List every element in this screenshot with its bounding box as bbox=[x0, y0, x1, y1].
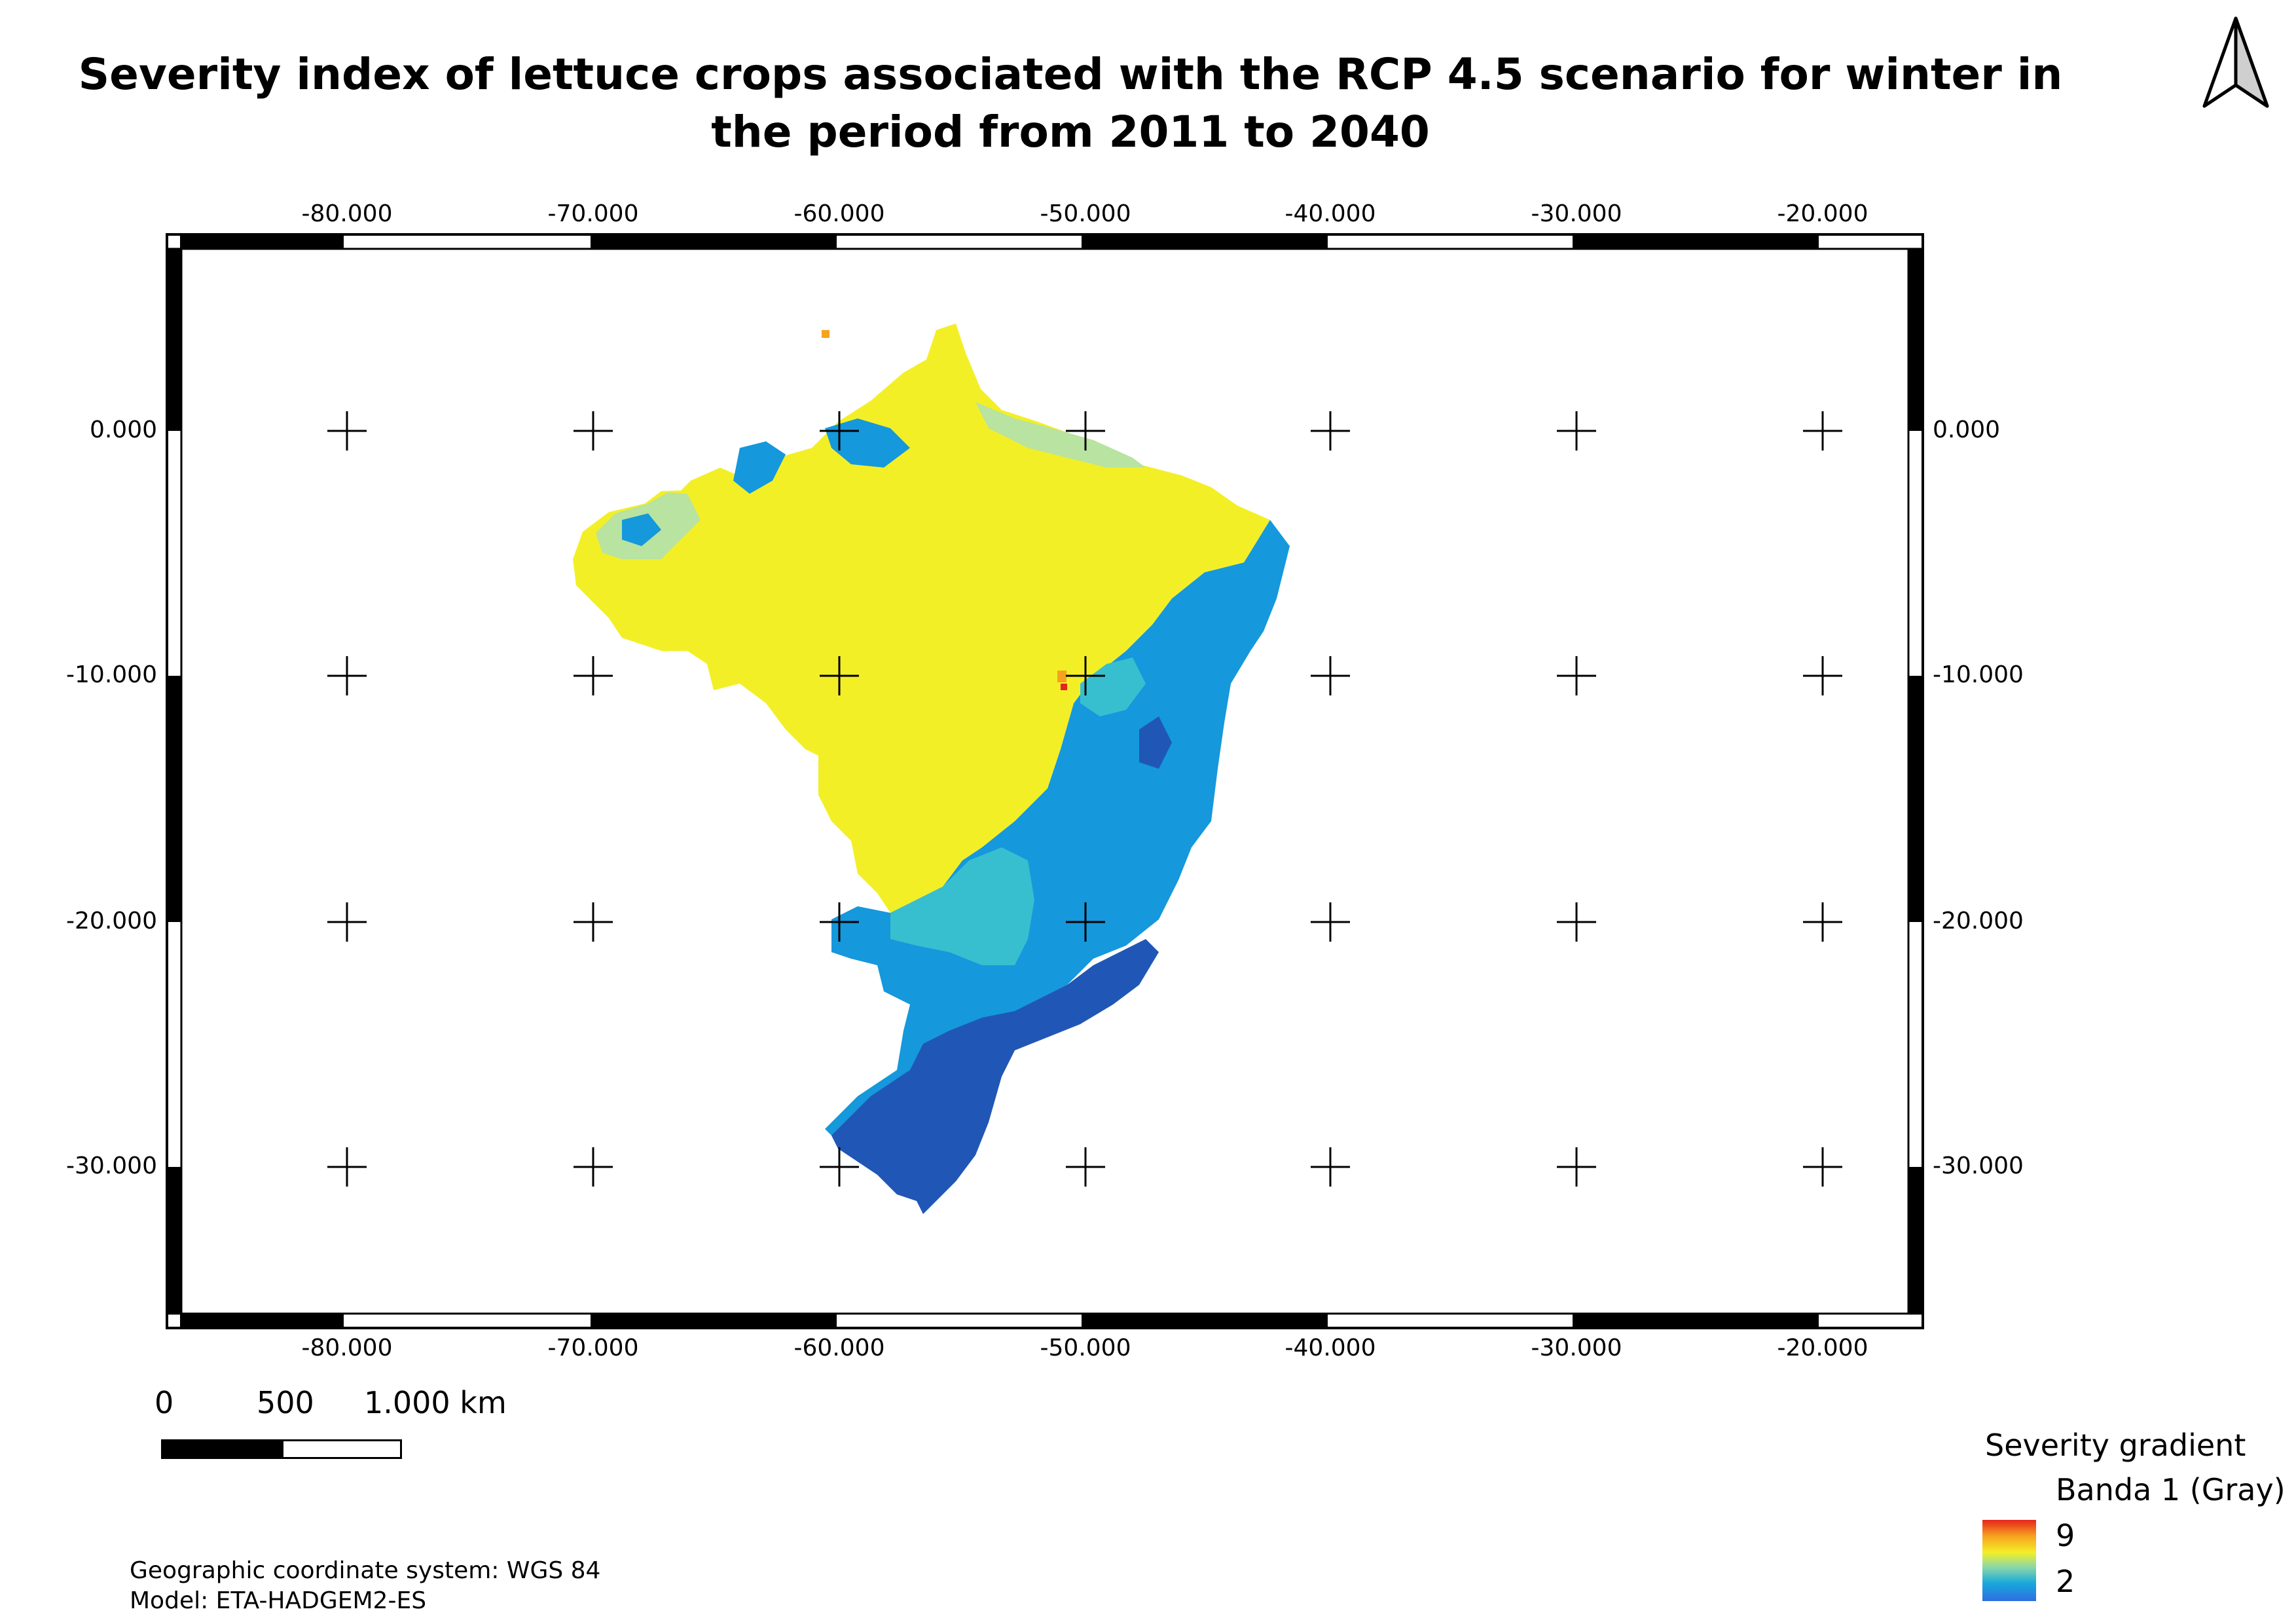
legend-band: Banda 1 (Gray) bbox=[2056, 1472, 2286, 1507]
x-tick-label: -60.000 bbox=[793, 1335, 885, 1361]
border-top bbox=[166, 233, 1924, 250]
y-tick-label: -20.000 bbox=[66, 908, 157, 934]
y-tick-label: -30.000 bbox=[1933, 1153, 2024, 1179]
x-tick-label: -40.000 bbox=[1285, 1335, 1376, 1361]
map-title: Severity index of lettuce crops associat… bbox=[78, 49, 2063, 157]
y-tick-label: 0.000 bbox=[89, 416, 157, 443]
y-tick-label: 0.000 bbox=[1933, 416, 2001, 443]
graticule-crosses bbox=[327, 411, 1842, 1187]
border-right bbox=[1907, 248, 1924, 1315]
legend-color-ramp bbox=[1982, 1520, 2036, 1601]
y-tick-label: -20.000 bbox=[1933, 908, 2024, 934]
scale-label-1000: 1.000 km bbox=[364, 1385, 507, 1420]
footnote-crs: Geographic coordinate system: WGS 84 bbox=[130, 1557, 601, 1584]
x-tick-label: -50.000 bbox=[1040, 1335, 1131, 1361]
legend-max: 9 bbox=[2056, 1518, 2075, 1553]
border-bottom bbox=[166, 1312, 1924, 1329]
x-tick-label: -30.000 bbox=[1531, 1335, 1622, 1361]
x-tick-label: -20.000 bbox=[1777, 200, 1868, 227]
scale-bar bbox=[161, 1439, 402, 1459]
x-tick-label: -80.000 bbox=[301, 200, 393, 227]
x-tick-label: -70.000 bbox=[547, 1335, 639, 1361]
severity-raster bbox=[573, 323, 1290, 1214]
region-low-blue bbox=[825, 520, 1290, 1201]
x-tick-label: -20.000 bbox=[1777, 1335, 1868, 1361]
region-lowest bbox=[831, 939, 1159, 1214]
x-tick-label: -50.000 bbox=[1040, 200, 1131, 227]
border-left bbox=[166, 248, 183, 1315]
x-tick-label: -70.000 bbox=[547, 200, 639, 227]
region-low-teal bbox=[890, 847, 1034, 965]
y-tick-label: -30.000 bbox=[66, 1153, 157, 1179]
x-tick-label: -80.000 bbox=[301, 1335, 393, 1361]
legend-title: Severity gradient bbox=[1985, 1428, 2246, 1463]
map-frame bbox=[166, 233, 1924, 1329]
scale-label-500: 500 bbox=[257, 1385, 314, 1420]
region-moderate bbox=[573, 323, 1270, 913]
y-tick-label: -10.000 bbox=[1933, 661, 2024, 688]
x-tick-label: -60.000 bbox=[793, 200, 885, 227]
scale-label-0: 0 bbox=[155, 1385, 174, 1420]
north-arrow-icon bbox=[2202, 16, 2269, 108]
x-tick-label: -40.000 bbox=[1285, 200, 1376, 227]
legend-min: 2 bbox=[2056, 1564, 2075, 1599]
hotspot-high bbox=[1057, 671, 1066, 682]
footnote-model: Model: ETA-HADGEM2-ES bbox=[130, 1587, 427, 1614]
x-tick-label: -30.000 bbox=[1531, 200, 1622, 227]
y-tick-label: -10.000 bbox=[66, 661, 157, 688]
